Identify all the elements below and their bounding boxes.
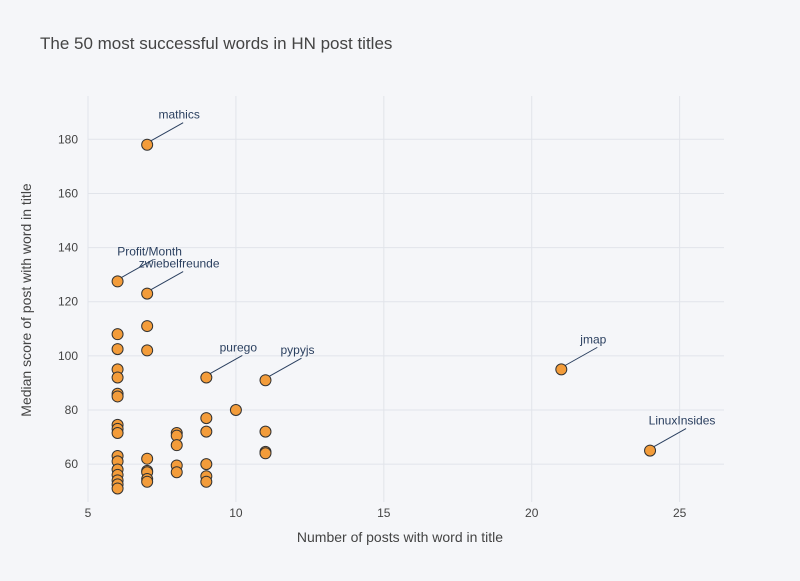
data-point[interactable] xyxy=(170,439,183,452)
data-point[interactable] xyxy=(229,403,242,416)
data-point[interactable] xyxy=(200,458,213,471)
data-point[interactable] xyxy=(644,444,657,457)
data-point[interactable] xyxy=(111,390,124,403)
data-point[interactable] xyxy=(141,475,154,488)
data-point[interactable] xyxy=(141,344,154,357)
annotation-arrow xyxy=(565,346,598,366)
data-point[interactable] xyxy=(200,425,213,438)
annotation-arrow xyxy=(653,428,687,448)
x-tick-label: 25 xyxy=(673,506,687,520)
y-tick-label: 100 xyxy=(58,349,78,363)
x-tick-label: 5 xyxy=(85,506,92,520)
annotation-label: pypyjs xyxy=(280,343,314,357)
y-tick-label: 140 xyxy=(58,241,78,255)
data-points xyxy=(111,138,657,495)
annotation-arrow xyxy=(121,258,154,278)
data-point[interactable] xyxy=(141,138,154,151)
data-point[interactable] xyxy=(141,320,154,333)
y-tick-label: 60 xyxy=(65,457,79,471)
data-point[interactable] xyxy=(200,371,213,384)
annotation-arrow xyxy=(150,271,184,291)
chart-title: The 50 most successful words in HN post … xyxy=(40,34,392,53)
annotation-label: purego xyxy=(220,340,258,354)
y-axis-label: Median score of post with word in title xyxy=(18,183,34,417)
data-point[interactable] xyxy=(555,363,568,376)
data-point[interactable] xyxy=(111,328,124,341)
grid xyxy=(87,96,724,502)
data-point[interactable] xyxy=(141,287,154,300)
data-point[interactable] xyxy=(259,425,272,438)
data-point[interactable] xyxy=(141,452,154,465)
data-point[interactable] xyxy=(111,371,124,384)
y-tick-label: 180 xyxy=(58,132,78,146)
annotation-label: zwiebelfreunde xyxy=(139,257,220,271)
x-tick-label: 10 xyxy=(229,506,243,520)
data-point[interactable] xyxy=(111,426,124,439)
tick-labels: 5 10 15 20 25 60 80 100 120 140 160 180 xyxy=(58,132,687,520)
x-tick-label: 15 xyxy=(377,506,391,520)
x-axis-label: Number of posts with word in title xyxy=(297,529,503,545)
annotation-arrow xyxy=(210,355,243,374)
data-point[interactable] xyxy=(111,343,124,356)
annotation-label: LinuxInsides xyxy=(649,414,716,428)
data-point[interactable] xyxy=(200,475,213,488)
annotation-label: mathics xyxy=(158,108,199,122)
data-point[interactable] xyxy=(111,275,124,288)
data-point[interactable] xyxy=(111,482,124,495)
y-tick-label: 160 xyxy=(58,186,78,200)
annotation-label: jmap xyxy=(579,332,606,346)
data-point[interactable] xyxy=(170,466,183,479)
data-point[interactable] xyxy=(259,374,272,387)
annotation-arrow xyxy=(269,357,302,377)
y-tick-label: 80 xyxy=(65,403,79,417)
y-tick-label: 120 xyxy=(58,295,78,309)
annotation-arrow xyxy=(150,122,184,142)
x-tick-label: 20 xyxy=(525,506,539,520)
annotation-label: Profit/Month xyxy=(117,244,182,258)
data-point[interactable] xyxy=(259,447,272,460)
data-point[interactable] xyxy=(200,412,213,425)
